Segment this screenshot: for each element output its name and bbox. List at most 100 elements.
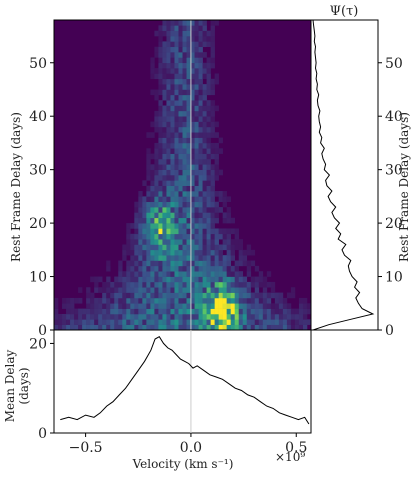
heatmap-cell [190,233,195,240]
heatmap-cell [182,265,187,272]
heatmap-cell [126,313,131,320]
heatmap-cell [158,169,163,176]
heatmap-cell [230,292,236,299]
heatmap-cell [162,164,167,170]
heatmap-cell [214,292,219,299]
heatmap-cell [134,287,139,293]
heatmap-cell [178,41,183,48]
heatmap-cell [186,212,191,219]
heatmap-cell [162,94,167,101]
x-tick-label: −0.5 [69,440,103,456]
heatmap-cell [162,153,167,160]
heatmap-cell [246,313,252,320]
heatmap-cell [222,228,227,235]
heatmap-cell [186,223,191,229]
heatmap-cell [186,217,191,224]
heatmap-cell [146,148,151,154]
heatmap-cell [278,308,284,315]
heatmap-cell [158,41,163,48]
heatmap-cell [238,324,244,331]
heatmap-cell [150,62,155,69]
heatmap-cell [214,207,219,213]
heatmap-cell [266,303,272,309]
heatmap-cell [222,303,227,309]
psi-ytick-label: 40 [385,109,403,125]
heatmap-cell [130,249,135,256]
heatmap-cell [158,148,163,154]
heatmap-cell [198,89,203,96]
heatmap-cell [154,287,159,293]
heatmap-cell [290,292,296,299]
heatmap-cell [170,217,175,224]
heatmap-cell [178,84,183,90]
heatmap-cell [54,324,59,331]
heatmap-cell [126,271,131,277]
heatmap-cell [182,196,187,203]
heatmap-cell [222,239,227,245]
heatmap-cell [162,196,167,203]
heatmap-cell [206,217,211,224]
heatmap-cell [146,255,151,261]
psi-panel: 0 10 20 30 40 50 [310,19,403,339]
heatmap-cell [146,158,151,165]
heatmap-cell [122,287,127,293]
heatmap-cell [186,201,191,208]
heatmap-cell [190,201,195,208]
heatmap-cell [186,137,191,144]
heatmap-cell [206,244,211,251]
heatmap-cell [194,191,199,197]
heatmap-cell [154,180,159,186]
heatmap-cell [174,142,179,149]
heatmap-cell [154,265,159,272]
heatmap-cell [166,260,171,267]
heatmap-cell [146,175,151,181]
heatmap-cell [202,207,207,213]
heatmap-cell [130,223,135,229]
heatmap-cell [178,142,183,149]
heatmap-cell [166,287,171,293]
heatmap-cell [226,297,231,304]
heatmap-cell [178,239,183,245]
heatmap-cell [94,281,99,288]
heatmap-cell [198,324,203,331]
heatmap-cell [198,169,203,176]
heatmap-cell [194,324,199,331]
heatmap-cell [206,297,211,304]
heatmap-cell [226,239,231,245]
heatmap-cell [186,292,191,299]
heatmap-cell [186,89,191,96]
heatmap-cell [158,212,163,219]
heatmap-ytick-label: 20 [29,216,47,232]
heatmap-cell [186,116,191,122]
heatmap-cell [214,244,219,251]
heatmap-cell [186,36,191,42]
heatmap-cell [102,303,107,309]
heatmap-cell [194,126,199,133]
heatmap-cell [186,84,191,90]
heatmap-cell [118,319,123,325]
heatmap-cell [174,233,179,240]
heatmap-cell [278,324,284,331]
heatmap-cell [198,164,203,170]
heatmap-cell [134,297,139,304]
heatmap-cell [174,207,179,213]
heatmap-cell [158,244,163,251]
heatmap-cell [190,185,195,192]
heatmap-cell [190,89,195,96]
heatmap-cell [206,319,211,325]
heatmap-cell [154,249,159,256]
heatmap-cell [162,303,167,309]
heatmap-cell [190,142,195,149]
heatmap-cell [186,324,191,331]
heatmap-cell [202,20,207,26]
heatmap-cell [210,276,215,283]
heatmap-cell [154,201,159,208]
heatmap-cell [166,52,171,58]
heatmap-cell [198,271,203,277]
heatmap-cell [222,292,227,299]
heatmap-cell [282,308,288,315]
heatmap-cell [162,249,167,256]
heatmap-cell [194,110,199,117]
heatmap-cell [170,196,175,203]
heatmap-cell [178,57,183,64]
